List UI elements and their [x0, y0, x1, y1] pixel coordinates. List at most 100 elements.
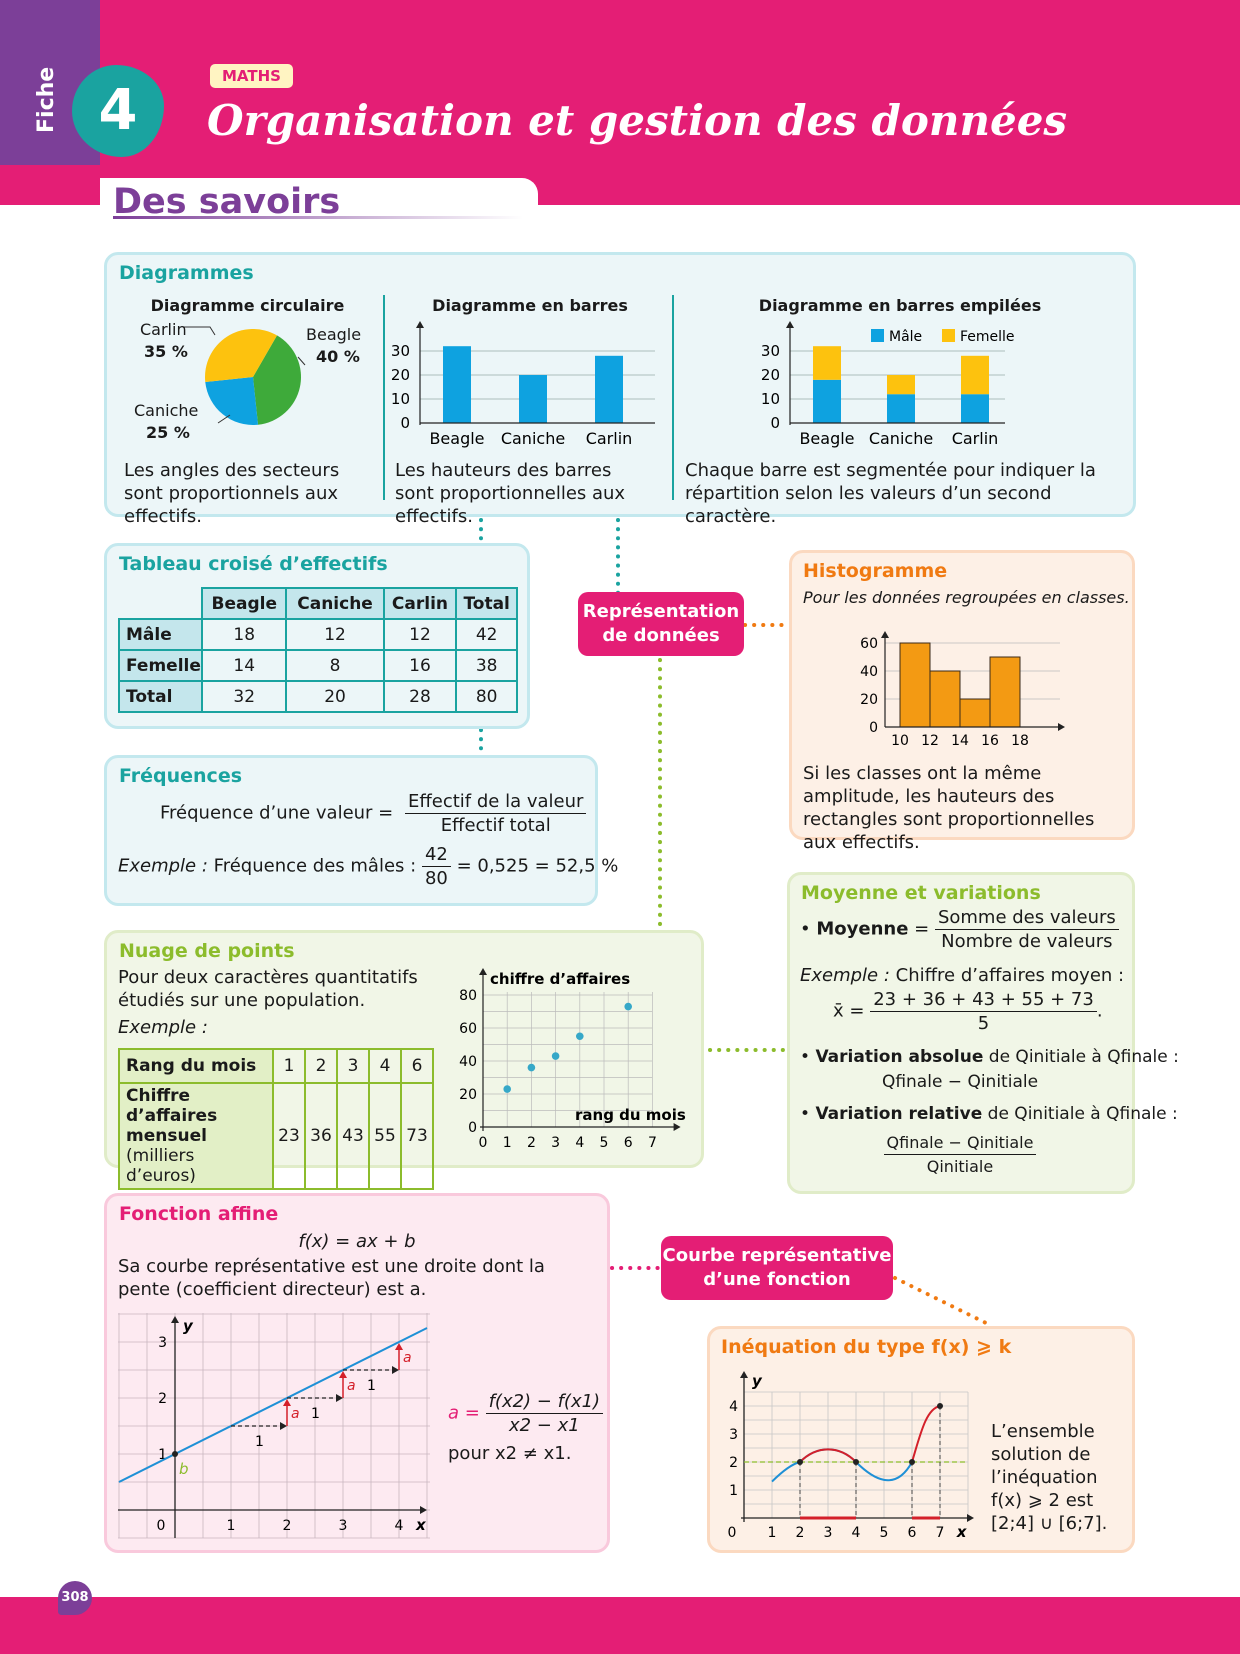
fraction-denominator: Qinitiale: [926, 1157, 994, 1176]
y-tick-label: 30: [391, 342, 410, 360]
curve-segment: [855, 1461, 913, 1482]
table-cell: 28: [382, 680, 458, 713]
x-tick-label: 1: [503, 1135, 512, 1151]
scatter-point: [624, 1002, 632, 1011]
x-tick-label: Caniche: [869, 429, 933, 448]
y-axis-label: y: [752, 1372, 763, 1390]
x-tick-label: 16: [981, 733, 999, 749]
table-cell: 14: [200, 649, 288, 682]
inequation-box: [707, 1326, 1135, 1553]
moyenne-example: Exemple : Chiffre d’affaires moyen :: [800, 964, 1124, 987]
axis-arrow: [416, 321, 424, 328]
table-cell: 3: [336, 1048, 370, 1084]
fonction-box: [104, 1193, 610, 1553]
slope-condition: pour x2 ≠ x1.: [448, 1443, 572, 1464]
x-tick-label: 18: [1011, 733, 1029, 749]
stack-segment-mâle: [961, 394, 989, 423]
table-cell: 23: [272, 1082, 306, 1190]
x-tick-label: 3: [551, 1135, 560, 1151]
bar-caniche: [519, 375, 547, 423]
x-tick-label: Caniche: [501, 429, 565, 448]
courbe-connector: Courbe représentative d’une fonction: [661, 1236, 893, 1300]
table-cell: 2: [304, 1048, 338, 1084]
axis-arrow: [171, 1316, 179, 1323]
table-cell: 18: [200, 618, 288, 651]
table-cell: 55: [368, 1082, 402, 1190]
histogram-chart: 0 20 40 60 10 12 14 16 18: [860, 631, 1065, 749]
cross-table: Beagle Caniche Carlin Total Mâle 18 12 1…: [118, 587, 518, 713]
scatter-point: [527, 1063, 536, 1072]
legend-male: Mâle: [889, 329, 922, 345]
table-row: Mâle 18 12 12 42: [118, 618, 518, 651]
stacked-chart-title: Diagramme en barres empilées: [758, 296, 1042, 315]
x-tick-label: 7: [936, 1525, 945, 1538]
col-header: Carlin: [382, 587, 458, 620]
nuage-table: Rang du mois 1 2 3 4 6 Chiffre d’affaire…: [118, 1048, 434, 1190]
pie-label-beagle: Beagle: [306, 325, 362, 344]
x-tick-label: 2: [527, 1135, 536, 1151]
footer-band: [0, 1597, 1240, 1654]
y-tick-label: 20: [459, 1087, 477, 1103]
step-run-label: 1: [367, 1378, 376, 1394]
stack-segment-femelle: [887, 375, 915, 395]
col-header: Caniche: [285, 587, 385, 620]
pie-slice-caniche: [205, 377, 259, 425]
legend-female: Femelle: [960, 329, 1015, 345]
stacked-chart-caption: Chaque barre est segmentée pour indiquer…: [685, 460, 1096, 527]
section-title: Des savoirs: [113, 182, 341, 222]
separator: [672, 295, 674, 500]
pie-label-carlin: Carlin: [140, 320, 187, 339]
y-tick-label: 0: [400, 414, 410, 432]
table-cell: 8: [285, 649, 385, 682]
y-tick-label: 10: [391, 390, 410, 408]
pie-caption: Les angles des secteurs sont proportionn…: [124, 460, 340, 527]
subject-badge: MATHS: [210, 64, 293, 88]
pie-title: Diagramme circulaire: [150, 296, 345, 315]
frequence-label: Fréquence d’une valeur =: [160, 802, 394, 824]
y-tick-label: 20: [761, 366, 780, 384]
pie-pct-beagle: 40 %: [316, 347, 360, 366]
solution-curve: [911, 1405, 941, 1463]
example-result: = 0,525 = 52,5 %: [456, 855, 619, 877]
fraction-denominator: 80: [424, 868, 448, 889]
bar-chart-caption: Les hauteurs des barres sont proportionn…: [395, 460, 626, 527]
page-number: 308: [58, 1581, 92, 1615]
curve-point: [853, 1459, 859, 1465]
col-header: Total: [455, 587, 518, 620]
y-tick-label: 20: [860, 692, 878, 708]
inequation-title: Inéquation du type f(x) ⩾ k: [721, 1336, 1012, 1358]
fraction-numerator: Effectif de la valeur: [405, 790, 587, 814]
scatter-x-label: rang du mois: [575, 1106, 686, 1124]
stack-segment-femelle: [813, 346, 841, 380]
fonction-text: Sa courbe représentative est une droite …: [118, 1256, 545, 1300]
axis-arrow: [420, 1506, 427, 1514]
axis-arrow: [336, 1394, 343, 1402]
fraction-denominator: 5: [977, 1013, 990, 1034]
fraction-numerator: f(x2) − f(x1): [485, 1390, 604, 1414]
histogramme-caption: Si les classes ont la même amplitude, le…: [803, 763, 1095, 853]
y-tick-label: 30: [761, 342, 780, 360]
curve-point: [937, 1403, 943, 1409]
col-header: Beagle: [200, 587, 288, 620]
moyenne-definition: • Moyenne = Somme des valeurs Nombre de v…: [800, 906, 1119, 953]
bar-beagle: [443, 346, 471, 423]
moyenne-example-formula: x̄ = 23 + 36 + 43 + 55 + 73 5.: [833, 989, 1103, 1034]
x-tick-label: 10: [891, 733, 909, 749]
intercept-point: [172, 1451, 178, 1457]
y-axis-label: y: [183, 1317, 194, 1335]
step-run-label: 1: [311, 1406, 320, 1422]
x-tick-label: 5: [600, 1135, 609, 1151]
moyenne-box: [787, 872, 1135, 1194]
row-header: Mâle: [118, 618, 203, 651]
variation-absolue-label: Variation absolue: [815, 1047, 984, 1067]
table-cell: 16: [382, 649, 458, 682]
x-tick-label: 3: [339, 1518, 348, 1534]
variation-absolue: • Variation absolue de Qinitiale à Qfina…: [800, 1047, 1179, 1067]
y-tick-label: 40: [860, 664, 878, 680]
pie-chart: [184, 326, 306, 425]
fraction-numerator: Somme des valeurs: [934, 906, 1119, 930]
step-run-label: 1: [255, 1434, 264, 1450]
